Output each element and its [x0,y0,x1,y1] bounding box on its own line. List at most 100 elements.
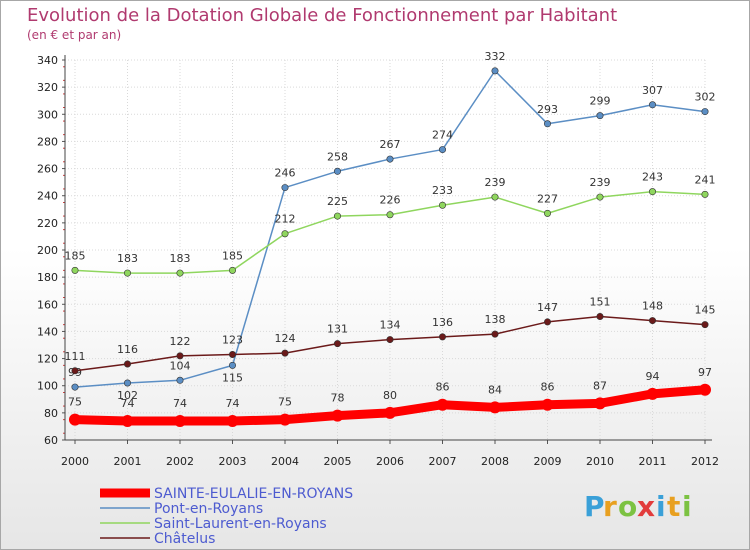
x-tick-label: 2010 [586,455,614,468]
data-label: 239 [485,176,506,189]
data-label: 299 [590,95,611,108]
x-tick-label: 2011 [639,455,667,468]
axes: 60 80 100 120 140 160 180 200 220 240 260 280 300 320… [37,54,719,468]
data-label: 74 [121,397,135,410]
x-tick-label: 2008 [481,455,509,468]
data-point [648,188,656,196]
y-tick-label: 240 [37,190,58,203]
data-point [124,360,132,368]
data-label: 131 [327,323,348,336]
data-label: 138 [485,313,506,326]
y-tick-label: 120 [37,353,58,366]
data-point [333,167,341,175]
data-label: 102 [117,389,138,402]
data-label: 185 [65,249,86,262]
y-tick-label: 280 [37,135,58,148]
data-point [229,266,237,274]
data-label: 183 [170,252,191,265]
data-label: 185 [222,249,243,262]
data-label: 145 [695,304,716,317]
data-point [71,383,79,391]
logo-letter: x [637,490,655,523]
grid-lines [65,59,707,441]
data-label: 75 [68,396,82,409]
data-label: 147 [537,301,558,314]
data-point [699,383,711,396]
data-point [541,398,554,411]
data-point [69,413,81,426]
legend-label: Châtelus [154,531,215,547]
logo-letter: i [682,490,692,523]
data-label: 74 [173,397,187,410]
data-label: 183 [117,252,138,265]
data-label: 75 [278,396,292,409]
data-label: 136 [432,316,453,329]
y-tick-label: 260 [37,163,58,176]
data-point [124,269,132,277]
data-point [331,409,344,422]
legend-label: Saint-Laurent-en-Royans [154,516,327,532]
x-tick-label: 2006 [376,455,404,468]
data-point [543,120,551,128]
data-label: 246 [275,167,296,180]
logo-letter: i [656,490,666,523]
proxiti-logo: Pr o x i t i [584,490,692,523]
data-label: 239 [590,176,611,189]
data-point [491,193,499,201]
data-label: 241 [695,173,716,186]
data-label: 302 [695,91,716,104]
data-point [438,201,446,209]
x-tick-label: 2000 [61,455,89,468]
data-point [596,193,604,201]
data-point [543,318,551,326]
data-label: 86 [436,381,450,394]
data-label: 104 [170,359,191,372]
series-layer: 9910210411524625826727433229329930730218… [65,50,716,427]
data-label: 227 [537,192,558,205]
data-point [281,349,289,357]
data-label: 122 [170,335,191,348]
data-point [176,376,184,384]
y-tick-label: 220 [37,217,58,230]
data-point [489,401,501,414]
legend: SAINTE-EULALIE-EN-ROYANSPont-en-RoyansSa… [100,486,353,547]
data-point [176,269,184,277]
data-point [646,387,659,400]
data-point [174,415,186,427]
data-label: 94 [646,370,660,383]
data-label: 111 [65,350,86,363]
y-tick-label: 320 [37,81,58,94]
data-point [281,230,289,238]
data-label: 226 [380,194,401,207]
logo-letter: o [618,490,637,523]
series-chatelus: 111 116 122 123 124 131 134 136 138 147 151 148 145 [65,296,716,375]
data-point [121,415,134,427]
data-label: 212 [275,213,296,226]
data-label: 243 [642,171,663,184]
data-point [229,361,237,369]
y-tick-label: 80 [44,407,58,420]
data-point [386,211,394,219]
data-label: 115 [222,371,243,384]
data-point [438,333,446,341]
data-point [386,155,394,163]
data-label: 116 [117,343,138,356]
x-tick-label: 2004 [271,455,299,468]
y-tick-label: 60 [44,434,58,447]
logo-letter: t [667,490,680,523]
data-point [226,415,239,427]
data-point [648,317,656,325]
data-label: 97 [698,366,712,379]
y-tick-label: 100 [37,380,58,393]
data-label: 123 [222,334,243,347]
data-point [71,266,79,274]
y-tick-label: 340 [37,54,58,67]
data-point [701,108,709,116]
x-tick-label: 2001 [114,455,142,468]
logo-letter: P [584,490,605,523]
data-point [491,330,499,338]
data-point [384,406,396,419]
data-point [229,350,237,358]
data-label: 87 [593,379,607,392]
